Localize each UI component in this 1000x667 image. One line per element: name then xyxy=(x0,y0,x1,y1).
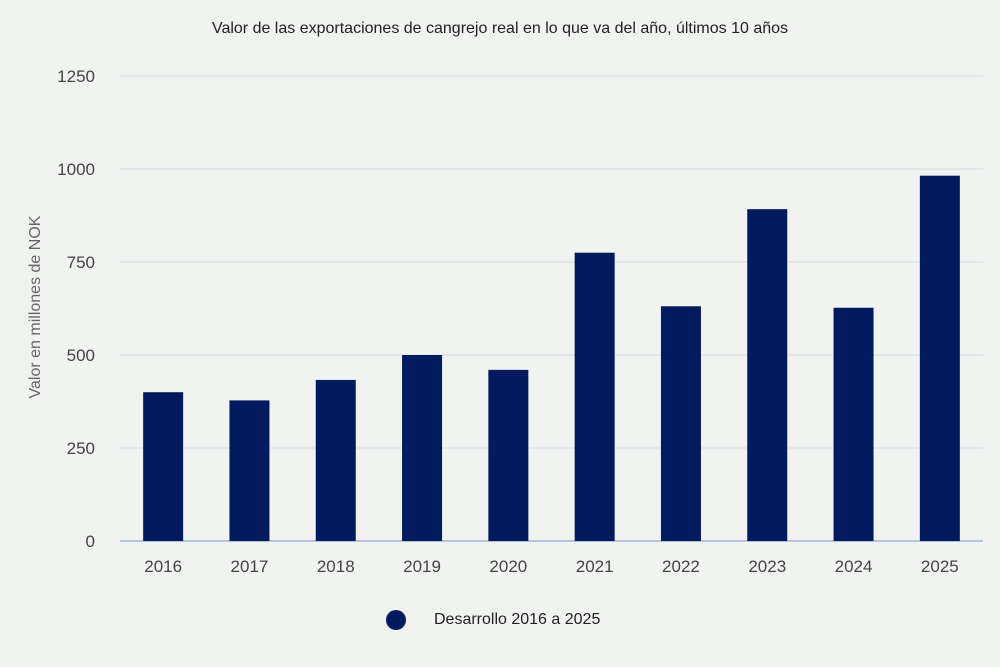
bar-2022[interactable] xyxy=(660,306,701,541)
bar-2017[interactable] xyxy=(229,400,270,541)
bar-2016[interactable] xyxy=(143,392,184,541)
x-tick-label: 2021 xyxy=(576,557,614,576)
bar-2019[interactable] xyxy=(402,355,443,541)
y-tick-label: 0 xyxy=(86,532,95,551)
y-tick-label: 500 xyxy=(67,346,95,365)
bar-2021[interactable] xyxy=(574,252,615,541)
x-tick-label: 2020 xyxy=(489,557,527,576)
y-tick-label: 250 xyxy=(67,439,95,458)
legend-swatch xyxy=(386,610,406,630)
x-tick-label: 2016 xyxy=(144,557,182,576)
y-tick-label: 750 xyxy=(67,253,95,272)
y-tick-label: 1000 xyxy=(57,160,95,179)
x-tick-label: 2019 xyxy=(403,557,441,576)
bar-2024[interactable] xyxy=(833,307,874,541)
bar-2025[interactable] xyxy=(919,175,960,542)
legend: Desarrollo 2016 a 2025 xyxy=(386,609,600,631)
x-tick-label: 2017 xyxy=(231,557,269,576)
x-tick-label: 2018 xyxy=(317,557,355,576)
x-tick-label: 2024 xyxy=(835,557,873,576)
chart-title: Valor de las exportaciones de cangrejo r… xyxy=(211,20,789,37)
x-tick-label: 2022 xyxy=(662,557,700,576)
bar-2020[interactable] xyxy=(488,369,529,541)
x-tick-label: 2023 xyxy=(748,557,786,576)
bar-2018[interactable] xyxy=(315,379,356,541)
x-tick-label: 2025 xyxy=(921,557,959,576)
y-axis-label: Valor en millones de NOK xyxy=(27,215,44,398)
legend-label: Desarrollo 2016 a 2025 xyxy=(434,611,601,628)
bar-2023[interactable] xyxy=(747,209,788,541)
y-tick-label: 1250 xyxy=(57,67,95,86)
